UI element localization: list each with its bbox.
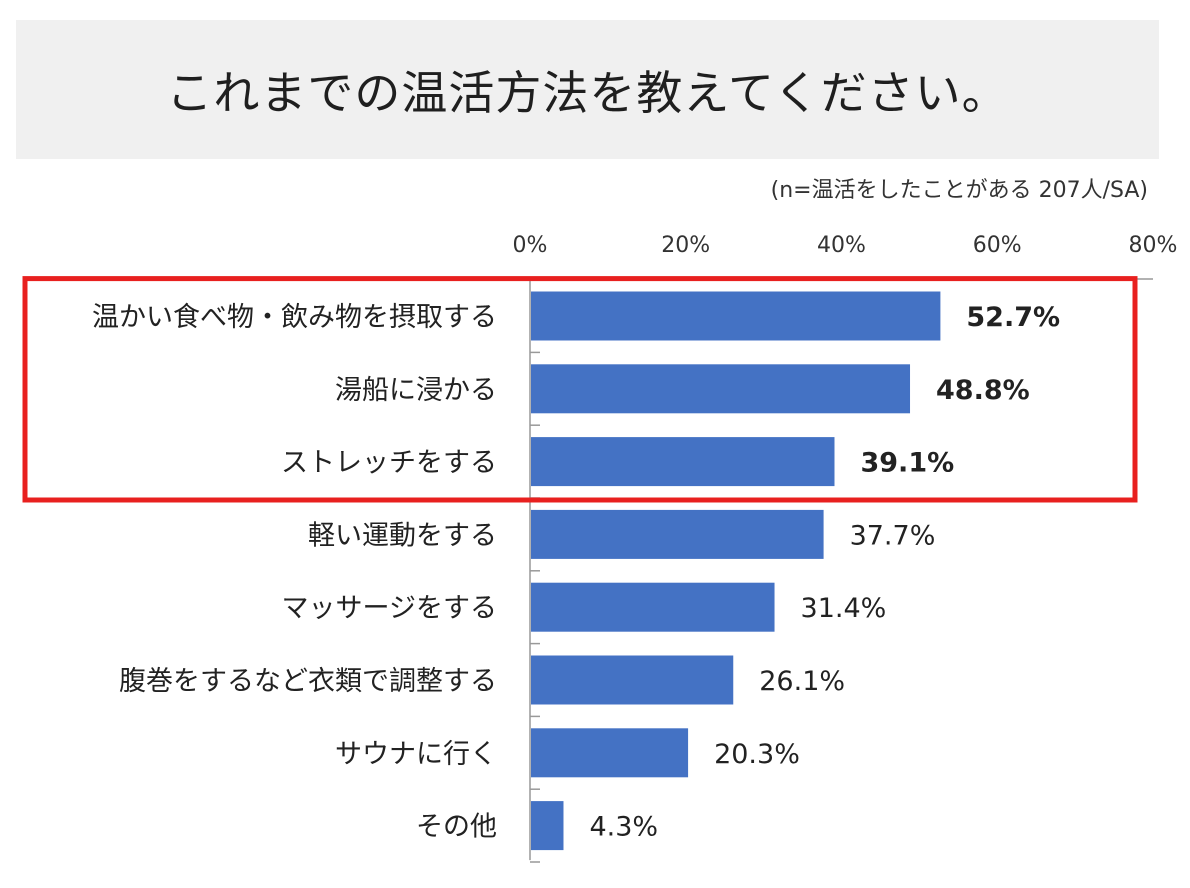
category-label: その他 bbox=[416, 812, 497, 843]
bar bbox=[531, 728, 689, 778]
highlight-frame bbox=[22, 276, 1138, 503]
value-label: 52.7% bbox=[966, 302, 1060, 333]
bar bbox=[531, 364, 911, 414]
value-label: 37.7% bbox=[850, 520, 936, 551]
bar bbox=[531, 801, 564, 851]
value-label: 48.8% bbox=[936, 375, 1030, 406]
x-tick-label: 40% bbox=[817, 233, 866, 258]
value-label: 39.1% bbox=[860, 448, 954, 479]
category-label: サウナに行く bbox=[335, 739, 497, 770]
bar bbox=[531, 582, 775, 632]
category-label: ストレッチをする bbox=[281, 448, 497, 479]
x-tick-label: 80% bbox=[1129, 233, 1178, 258]
bar bbox=[531, 655, 734, 705]
category-label: 軽い運動をする bbox=[308, 520, 497, 551]
value-label: 31.4% bbox=[801, 593, 887, 624]
x-tick-label: 0% bbox=[513, 233, 548, 258]
bar bbox=[531, 291, 941, 341]
category-label: 湯船に浸かる bbox=[335, 375, 497, 406]
x-tick-label: 20% bbox=[661, 233, 710, 258]
category-label: 腹巻をするなど衣類で調整する bbox=[119, 666, 497, 697]
value-label: 4.3% bbox=[589, 812, 658, 843]
value-label: 20.3% bbox=[714, 739, 800, 770]
sample-note: (n=温活をしたことがある 207人/SA) bbox=[770, 178, 1148, 203]
category-label: 温かい食べ物・飲み物を摂取する bbox=[92, 302, 497, 333]
chart-title: これまでの温活方法を教えてください。 bbox=[166, 65, 1009, 120]
bar bbox=[531, 437, 835, 487]
bar bbox=[531, 509, 824, 559]
category-label: マッサージをする bbox=[282, 593, 497, 624]
title-box: これまでの温活方法を教えてください。 bbox=[16, 20, 1159, 159]
x-tick-label: 60% bbox=[973, 233, 1022, 258]
value-label: 26.1% bbox=[759, 666, 845, 697]
